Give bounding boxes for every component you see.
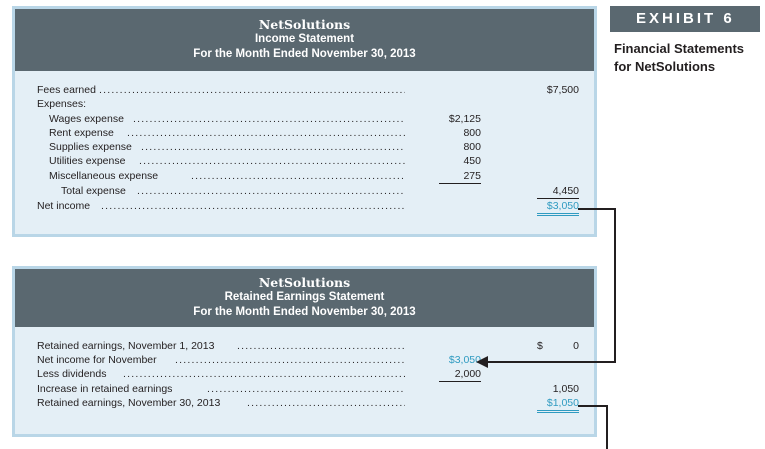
expense-amount: 450 bbox=[463, 155, 481, 167]
retained-earnings-header: NetSolutions Retained Earnings Statement… bbox=[15, 269, 594, 327]
leader-dots: ........................................… bbox=[237, 340, 405, 352]
leader-dots: ........................................… bbox=[123, 368, 405, 380]
connector-line bbox=[614, 208, 616, 363]
statement-title: Retained Earnings Statement bbox=[224, 291, 385, 303]
total-expense-label: Total expense bbox=[61, 185, 126, 197]
expense-label: Utilities expense bbox=[49, 155, 126, 167]
connector-line bbox=[486, 361, 616, 363]
leader-dots: ........................................… bbox=[99, 84, 405, 96]
leader-dots: ........................................… bbox=[247, 397, 405, 409]
beginning-re-label: Retained earnings, November 1, 2013 bbox=[37, 340, 215, 352]
connector-line bbox=[578, 208, 616, 210]
beginning-re-value: 0 bbox=[573, 340, 579, 352]
company-name: NetSolutions bbox=[258, 275, 351, 290]
increase-re-value: 1,050 bbox=[552, 383, 579, 395]
leader-dots: ........................................… bbox=[101, 200, 405, 212]
net-income-november-label: Net income for November bbox=[37, 354, 157, 366]
leader-dots: ........................................… bbox=[191, 170, 405, 182]
leader-dots: ........................................… bbox=[175, 354, 405, 366]
retained-earnings-statement: NetSolutions Retained Earnings Statement… bbox=[12, 266, 597, 437]
fees-earned-label: Fees earned bbox=[37, 84, 96, 96]
less-dividends-label: Less dividends bbox=[37, 368, 107, 380]
statement-period: For the Month Ended November 30, 2013 bbox=[193, 306, 416, 318]
fees-earned-value: $7,500 bbox=[546, 84, 579, 96]
leader-dots: ........................................… bbox=[127, 127, 405, 139]
statement-period: For the Month Ended November 30, 2013 bbox=[193, 48, 416, 60]
ending-re-label: Retained earnings, November 30, 2013 bbox=[37, 397, 221, 409]
arrowhead-icon bbox=[476, 356, 488, 368]
exhibit-caption: Financial Statements for NetSolutions bbox=[614, 41, 745, 74]
increase-re-label: Increase in retained earnings bbox=[37, 383, 173, 395]
expense-label: Wages expense bbox=[49, 113, 124, 125]
expense-amount: 800 bbox=[463, 141, 481, 153]
expense-amount: 800 bbox=[463, 127, 481, 139]
company-name: NetSolutions bbox=[258, 17, 351, 32]
connector-line bbox=[606, 405, 608, 449]
leader-dots: ........................................… bbox=[133, 113, 405, 125]
beginning-re-currency: $ bbox=[537, 340, 543, 352]
expense-amount: $2,125 bbox=[448, 113, 481, 125]
ending-re-value: $1,050 bbox=[537, 396, 579, 413]
exhibit-tag: EXHIBIT 6 bbox=[610, 6, 760, 32]
leader-dots: ........................................… bbox=[137, 185, 405, 197]
net-income-label: Net income bbox=[37, 200, 91, 212]
total-expense-value: 4,450 bbox=[537, 184, 579, 199]
expense-label: Miscellaneous expense bbox=[49, 170, 159, 182]
net-income-november-value: $3,050 bbox=[448, 354, 481, 366]
leader-dots: ........................................… bbox=[139, 155, 405, 167]
expense-label: Rent expense bbox=[49, 127, 114, 139]
connector-line bbox=[578, 405, 608, 407]
income-statement: NetSolutions Income Statement For the Mo… bbox=[12, 6, 597, 237]
expense-label: Supplies expense bbox=[49, 141, 132, 153]
expense-amount: 275 bbox=[439, 169, 481, 184]
net-income-value: $3,050 bbox=[537, 199, 579, 216]
less-dividends-value: 2,000 bbox=[439, 367, 481, 382]
leader-dots: ........................................… bbox=[141, 141, 405, 153]
statement-title: Income Statement bbox=[254, 33, 355, 45]
income-statement-header: NetSolutions Income Statement For the Mo… bbox=[15, 9, 594, 71]
expenses-heading: Expenses: bbox=[37, 98, 87, 110]
leader-dots: ........................................… bbox=[207, 383, 405, 395]
